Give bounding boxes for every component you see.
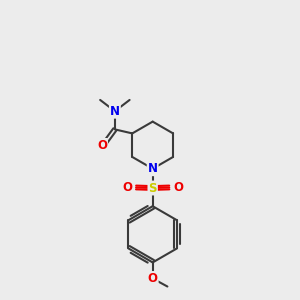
- Text: O: O: [148, 272, 158, 285]
- Text: N: N: [110, 105, 120, 118]
- Text: N: N: [148, 162, 158, 175]
- Text: S: S: [148, 182, 157, 194]
- Text: O: O: [97, 139, 107, 152]
- Text: O: O: [173, 181, 183, 194]
- Text: O: O: [122, 181, 132, 194]
